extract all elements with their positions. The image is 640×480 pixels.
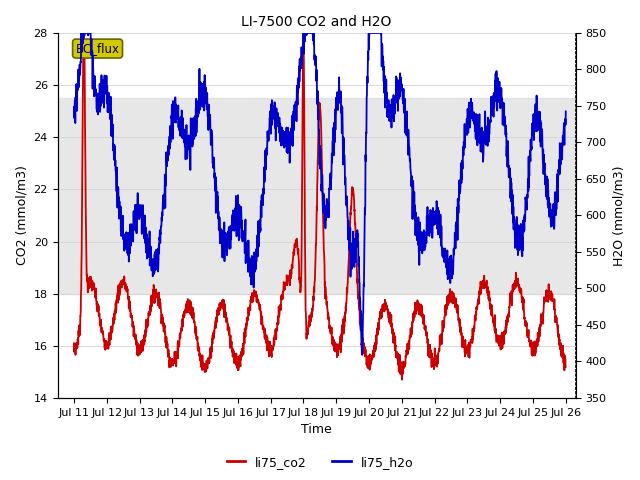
Y-axis label: CO2 (mmol/m3): CO2 (mmol/m3) xyxy=(15,166,28,265)
Title: LI-7500 CO2 and H2O: LI-7500 CO2 and H2O xyxy=(241,15,392,29)
Bar xyxy=(58,98,575,294)
Y-axis label: H2O (mmol/m3): H2O (mmol/m3) xyxy=(612,165,625,266)
X-axis label: Time: Time xyxy=(301,423,332,436)
Text: BC_flux: BC_flux xyxy=(76,42,120,55)
Legend: li75_co2, li75_h2o: li75_co2, li75_h2o xyxy=(221,451,419,474)
